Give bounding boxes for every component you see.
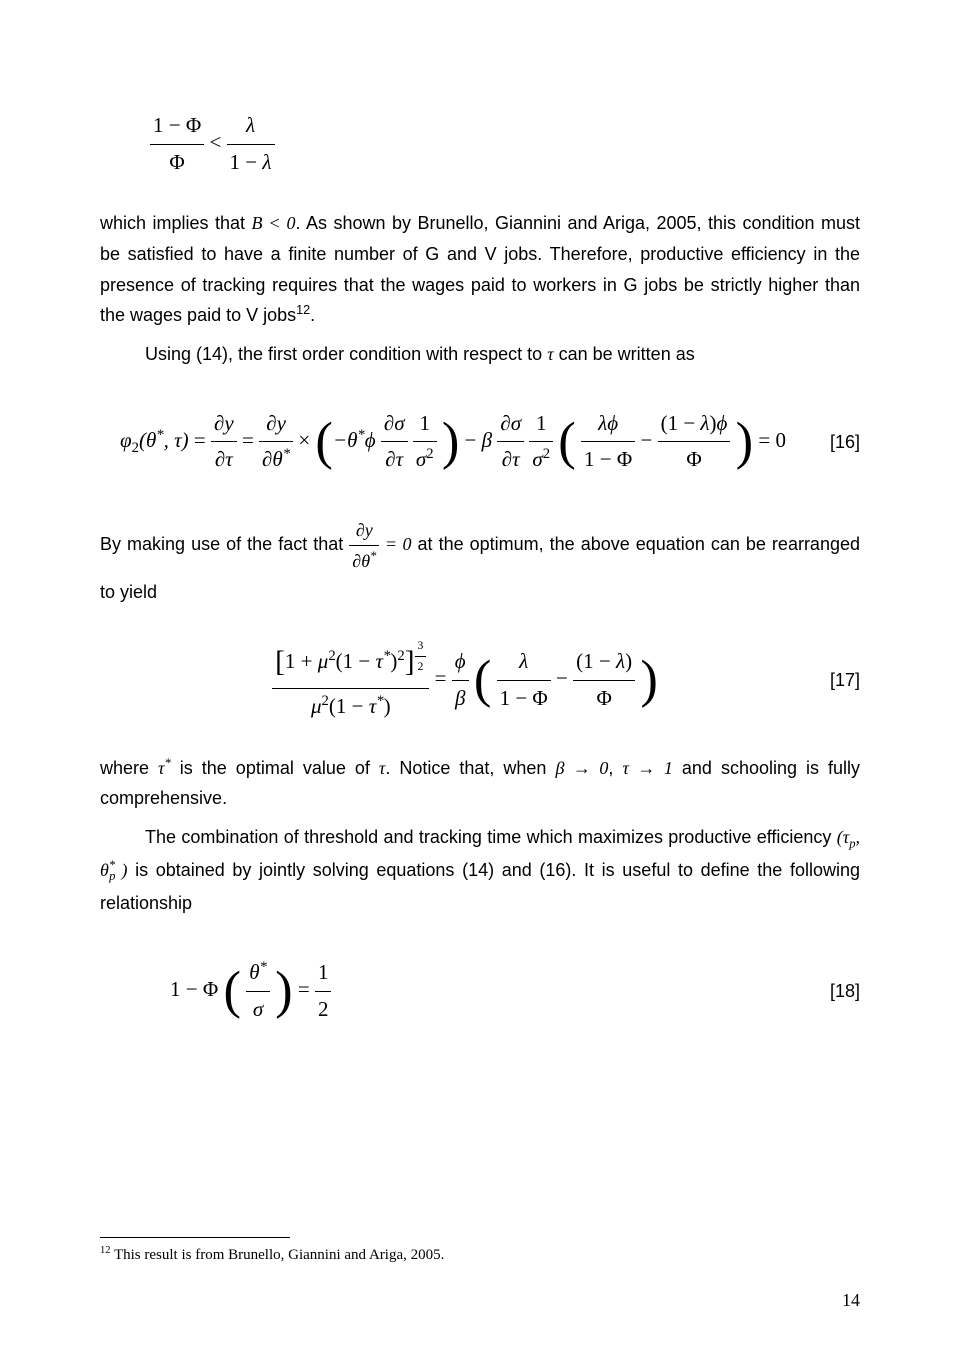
paragraph-5: The combination of threshold and trackin… [100, 822, 860, 919]
footnote-divider [100, 1237, 290, 1238]
equation-top-content: 1 − ΦΦ < λ1 − λ [100, 108, 860, 180]
equation-17: [1 + μ2(1 − τ*)2]32 μ2(1 − τ*) = ϕβ ( λ1… [100, 635, 860, 724]
paragraph-3: By making use of the fact that ∂y∂θ* = 0… [100, 515, 860, 608]
paragraph-1: which implies that B < 0. As shown by Br… [100, 208, 860, 330]
para4-m3: β → 0 [555, 758, 608, 778]
equation-top: 1 − ΦΦ < λ1 − λ [100, 108, 860, 180]
para1-text-a: which implies that [100, 213, 251, 233]
para3-text-a: By making use of the fact that [100, 534, 349, 554]
para5-text-a: The combination of threshold and trackin… [145, 827, 837, 847]
para4-text-c: . Notice that, when [385, 758, 555, 778]
para5-text-b: is obtained by jointly solving equations… [100, 860, 860, 913]
footnote-area: 12 This result is from Brunello, Giannin… [100, 1237, 860, 1277]
equation-17-content: [1 + μ2(1 − τ*)2]32 μ2(1 − τ*) = ϕβ ( λ1… [100, 635, 830, 724]
paragraph-2: Using (14), the first order condition wi… [100, 339, 860, 370]
para4-m1: τ* [158, 758, 171, 778]
equation-18-content: 1 − Φ ( θ*σ ) = 12 [100, 946, 830, 1035]
equation-16-content: φ2(θ*, τ) = ∂y∂τ = ∂y∂θ* × (−θ*ϕ ∂σ∂τ 1σ… [100, 397, 830, 486]
para4-text-b: is the optimal value of [171, 758, 379, 778]
equation-18: 1 − Φ ( θ*σ ) = 12 [18] [100, 946, 860, 1035]
equation-16: φ2(θ*, τ) = ∂y∂τ = ∂y∂θ* × (−θ*ϕ ∂σ∂τ 1σ… [100, 397, 860, 486]
para2-text-b: can be written as [554, 344, 695, 364]
equation-16-label: [16] [830, 427, 860, 458]
equation-17-label: [17] [830, 665, 860, 696]
equation-18-label: [18] [830, 976, 860, 1007]
page-number: 14 [842, 1285, 860, 1316]
para4-m4: τ → 1 [622, 758, 672, 778]
para4-text-d: , [608, 758, 622, 778]
footnote-text: This result is from Brunello, Giannini a… [111, 1247, 445, 1263]
footnote-ref-12: 12 [296, 303, 310, 317]
para2-text-a: Using (14), the first order condition wi… [145, 344, 547, 364]
para3-inline-math: ∂y∂θ* = 0 [349, 534, 411, 554]
paragraph-4: where τ* is the optimal value of τ. Noti… [100, 753, 860, 814]
para1-text-c: . [310, 305, 315, 325]
footnote-number: 12 [100, 1245, 111, 1256]
para4-text-a: where [100, 758, 158, 778]
footnote-12: 12 This result is from Brunello, Giannin… [100, 1242, 860, 1269]
para1-inline-math: B < 0 [251, 213, 295, 233]
